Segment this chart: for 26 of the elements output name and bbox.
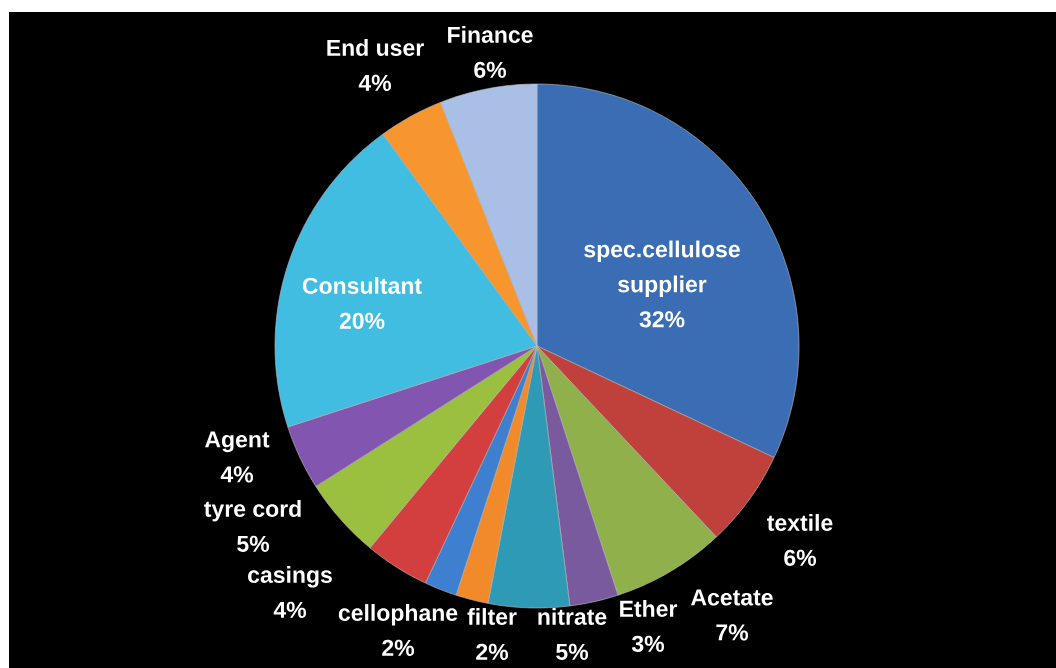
slice-label: Finance: [448, 26, 533, 43]
data-label: 5%: [237, 535, 270, 552]
data-label: 32%: [639, 311, 685, 328]
data-label: 4%: [358, 74, 392, 91]
slice-label: Ether: [620, 600, 678, 617]
data-label: 7%: [716, 624, 749, 641]
slice-label: Consultant: [302, 277, 422, 294]
data-label: 6%: [474, 61, 507, 78]
data-label: 2%: [476, 643, 509, 660]
slice-label: tyre cord: [204, 500, 301, 522]
data-label: 4%: [273, 601, 307, 618]
data-label: 6%: [784, 549, 817, 566]
slice-label: textile: [767, 514, 833, 531]
data-label: 3%: [631, 635, 665, 652]
slice-label: filter: [467, 608, 517, 625]
slice-label: Agent: [205, 431, 270, 453]
data-label: 5%: [556, 643, 589, 660]
slice-label: spec.cellulose supplier: [584, 240, 740, 297]
slice-label: cellophane: [338, 604, 458, 626]
data-label: 2%: [382, 639, 415, 656]
slice-label: casings: [248, 566, 332, 588]
slice-label: End user: [327, 39, 424, 56]
slice-label: nitrate: [538, 608, 607, 625]
data-label: 20%: [339, 312, 385, 329]
slice-label: Acetate: [691, 589, 773, 606]
data-label: 4%: [220, 466, 254, 483]
